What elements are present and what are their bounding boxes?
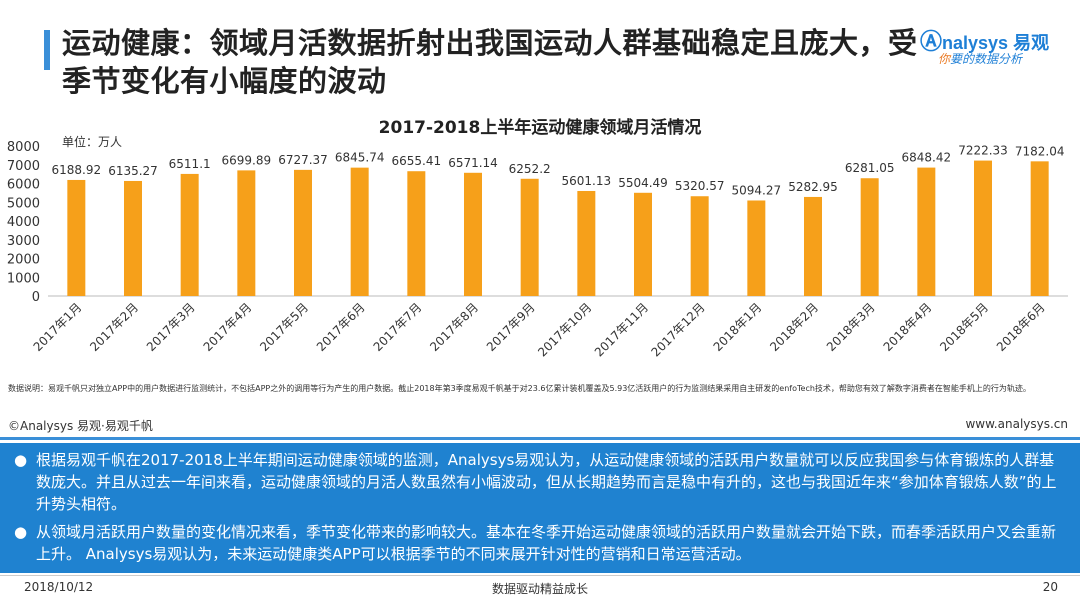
insight-bullet-2: ● 从领域月活跃用户数量的变化情况来看，季节变化带来的影响较大。基本在冬季开始运… (14, 521, 1066, 565)
y-tick-label: 0 (32, 290, 40, 305)
y-tick-label: 6000 (7, 178, 40, 193)
bullet-dot-icon: ● (14, 523, 28, 541)
x-tick-label: 2017年6月 (314, 300, 368, 354)
x-tick-label: 2017年1月 (31, 300, 85, 354)
source-right: www.analysys.cn (965, 417, 1068, 431)
data-label: 5504.49 (618, 176, 668, 190)
x-tick-label: 2017年8月 (427, 300, 481, 354)
bar (350, 167, 369, 296)
bar (1030, 161, 1049, 296)
x-tick-label: 2017年2月 (87, 300, 141, 354)
page-title: 运动健康：领域月活数据折射出我国运动人群基础稳定且庞大，受季节变化有小幅度的波动 (62, 26, 918, 98)
x-tick-label: 2018年6月 (994, 300, 1048, 354)
x-tick-label: 2017年7月 (371, 300, 425, 354)
logo-slogan: 你要的数据分析 (938, 50, 1022, 67)
data-label: 5282.95 (788, 180, 838, 194)
y-tick-label: 4000 (7, 215, 40, 230)
x-tick-label: 2017年5月 (257, 300, 311, 354)
bullet-dot-icon: ● (14, 451, 28, 469)
bar (634, 192, 652, 296)
x-tick-label: 2018年1月 (711, 300, 765, 354)
bar-chart: 单位：万人 0 1000 2000 3000 4000 5000 6000 7000 8000 61… (7, 134, 1068, 359)
data-label: 5601.13 (562, 174, 612, 188)
bar (237, 170, 256, 296)
y-tick-label: 3000 (7, 234, 40, 249)
bar (520, 178, 539, 296)
data-label: 5320.57 (675, 179, 725, 193)
y-tick-label: 2000 (7, 253, 40, 268)
bar (804, 196, 822, 296)
data-label: 6655.41 (392, 154, 442, 168)
insight-text-2: 从领域月活跃用户数量的变化情况来看，季节变化带来的影响较大。基本在冬季开始运动健… (36, 523, 1057, 563)
logo-slogan-first: 你 (938, 52, 951, 66)
data-label: 6252.2 (509, 162, 551, 176)
logo-brand: Ⓐnalysys 易观 (920, 24, 1049, 56)
x-tick-label: 2018年3月 (824, 300, 878, 354)
footer-date: 2018/10/12 (24, 580, 94, 594)
bar (67, 179, 86, 296)
x-tick-label: 2017年4月 (201, 300, 255, 354)
data-label: 6845.74 (335, 151, 385, 165)
bar (407, 171, 426, 296)
data-label: 6188.92 (52, 163, 102, 177)
x-tick-label: 2017年9月 (484, 300, 538, 354)
footer-slogan: 数据驱动精益成长 (491, 582, 588, 596)
bar (124, 180, 142, 296)
bar (917, 167, 936, 296)
bar (464, 172, 482, 296)
logo-brand-cn: 易观 (1013, 33, 1050, 53)
source-left: ©Analysys 易观·易观千帆 (8, 419, 153, 433)
chart-title: 2017-2018上半年运动健康领域月活情况 (378, 118, 702, 138)
bar (860, 178, 879, 296)
bar (294, 169, 312, 296)
y-tick-label: 1000 (7, 271, 40, 286)
analysys-logo: Ⓐnalysys 易观 你要的数据分析 (918, 22, 1068, 72)
unit-label: 单位：万人 (62, 134, 122, 149)
bar (690, 196, 709, 296)
x-tick-label: 2017年11月 (592, 300, 651, 359)
data-label: 6848.42 (902, 151, 952, 165)
data-label: 6281.05 (845, 161, 895, 175)
data-label: 6571.14 (448, 156, 498, 170)
footer-divider (0, 575, 1080, 576)
data-label: 7222.33 (958, 144, 1008, 158)
y-tick-label: 7000 (7, 159, 40, 174)
data-label: 6135.27 (108, 164, 158, 178)
data-label: 6511.1 (169, 157, 211, 171)
x-tick-label: 2018年4月 (881, 300, 935, 354)
page-number: 20 (1042, 580, 1058, 594)
insight-text-1: 根据易观千帆在2017-2018上半年期间运动健康领域的监测，Analysys易… (36, 451, 1057, 513)
x-tick-label: 2018年5月 (937, 300, 991, 354)
insight-panel: ● 根据易观千帆在2017-2018上半年期间运动健康领域的监测，Analysy… (0, 443, 1080, 573)
data-label: 5094.27 (732, 183, 782, 197)
y-tick-label: 8000 (7, 140, 40, 155)
bar (747, 200, 766, 296)
data-label: 7182.04 (1015, 144, 1065, 158)
bar (180, 173, 199, 296)
bar (974, 160, 992, 296)
y-tick-label: 5000 (7, 196, 40, 211)
logo-brand-text: nalysys (942, 33, 1009, 53)
bar (577, 190, 596, 296)
x-tick-label: 2017年12月 (649, 300, 708, 359)
data-note: 数据说明：易观千帆只对独立APP中的用户数据进行监测统计，不包括APP之外的调用… (8, 384, 1031, 393)
x-tick-label: 2018年2月 (767, 300, 821, 354)
data-label: 6699.89 (222, 153, 272, 167)
logo-a-icon: Ⓐ (920, 29, 943, 54)
x-tick-label: 2017年3月 (144, 300, 198, 354)
section-divider (0, 437, 1080, 440)
x-tick-label: 2017年10月 (535, 300, 594, 359)
data-label: 6727.37 (278, 153, 328, 167)
insight-bullet-1: ● 根据易观千帆在2017-2018上半年期间运动健康领域的监测，Analysy… (14, 449, 1066, 515)
title-accent-bar (44, 30, 50, 70)
logo-slogan-rest: 要的数据分析 (950, 52, 1023, 66)
